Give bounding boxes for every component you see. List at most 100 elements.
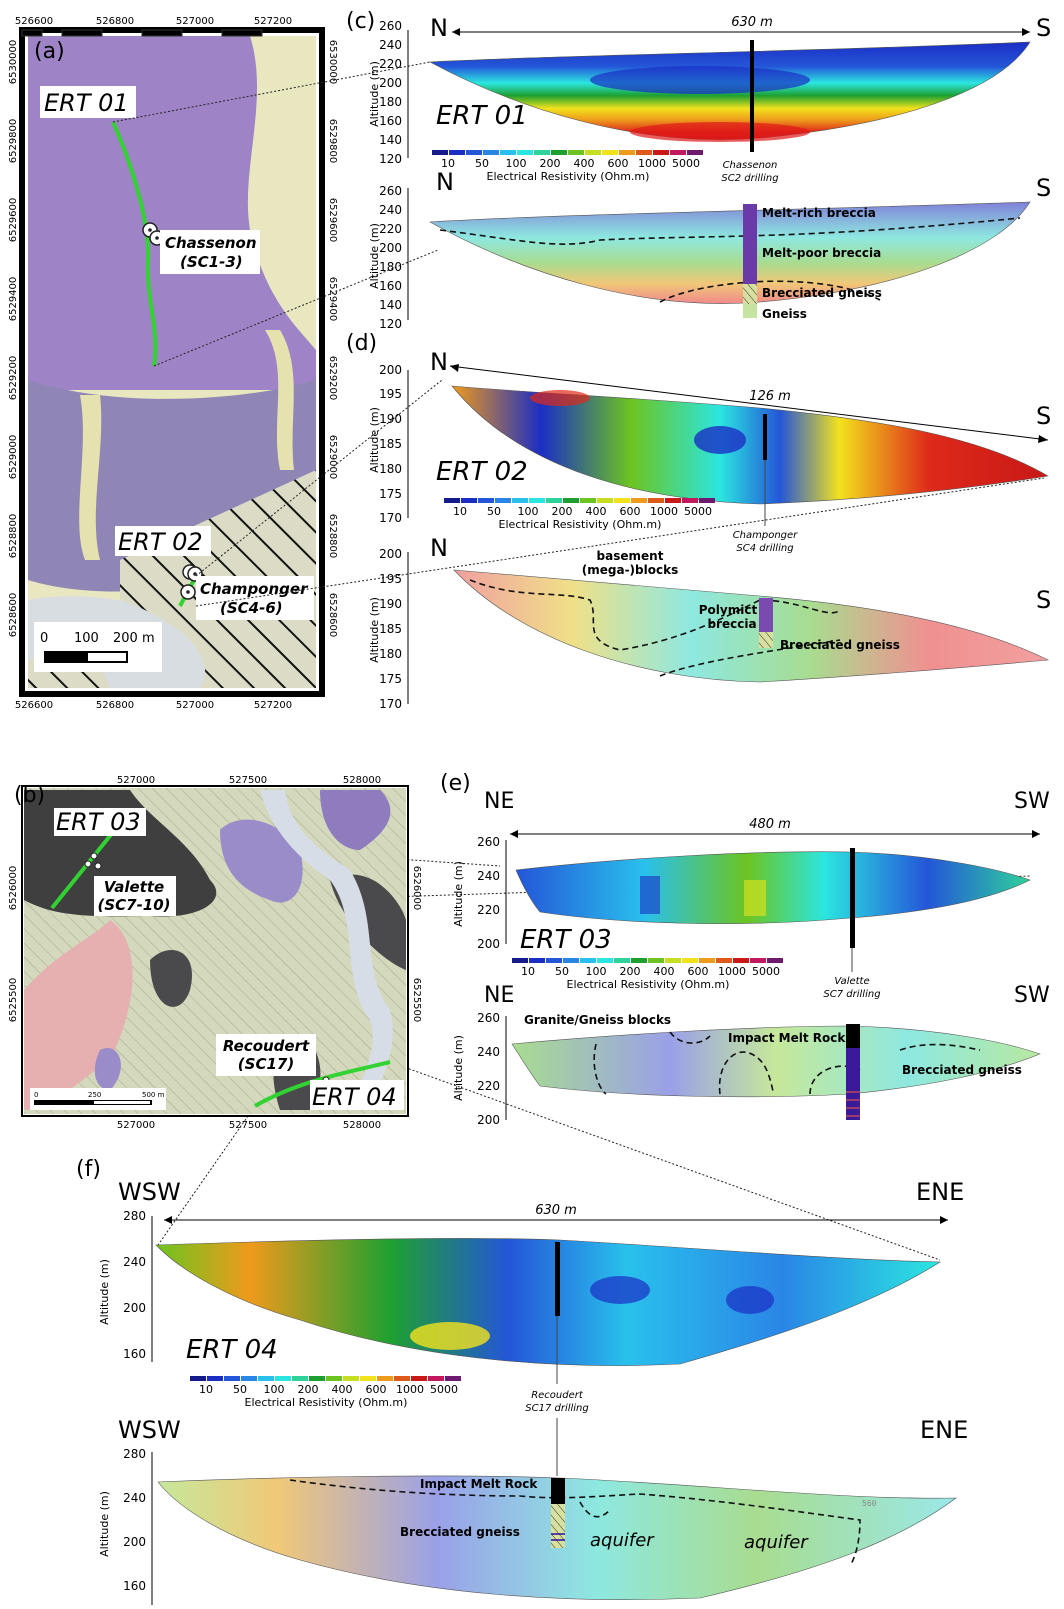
colorbar-swatch	[478, 498, 494, 503]
colorbar-tick: 400	[586, 505, 607, 518]
recoudert-code: (SC17)	[238, 1055, 294, 1073]
c-south: S	[1036, 14, 1051, 42]
c-ytick: 240	[379, 203, 402, 217]
colorbar-swatch	[241, 1376, 257, 1381]
ert04-profile-title: ERT 04	[186, 1335, 278, 1365]
colorbar-swatch	[648, 498, 664, 503]
ert02-interpreted-section	[453, 569, 1050, 683]
recoudert-label: Recoudert	[223, 1037, 310, 1055]
panel-d: (d) N S 126 m 200 195 190 185 180 175 17…	[346, 331, 1051, 711]
c-ytick: 160	[379, 114, 402, 128]
d-ytick: 200	[379, 363, 402, 377]
colorbar-swatch	[343, 1376, 359, 1381]
colorbar-tick: 50	[233, 1383, 247, 1396]
panel-b-map: (b) ERT 03 Valette (SC7-10) Recoudert (S…	[8, 775, 422, 1131]
d-ytick: 170	[379, 697, 402, 711]
c-north: N	[430, 14, 448, 42]
d-north: N	[430, 348, 448, 376]
colorbar-swatch	[631, 958, 647, 963]
e-drill-line2: SC7 drilling	[823, 989, 880, 1000]
colorbar-swatch	[428, 1376, 444, 1381]
d-ylabel-bottom: Altitude (m)	[368, 597, 381, 663]
colorbar-swatch	[614, 498, 630, 503]
e-sw: SW	[1014, 789, 1050, 814]
d-ytick: 185	[379, 622, 402, 636]
colorbar-swatch	[699, 958, 715, 963]
colorbar-swatch	[687, 150, 703, 155]
d-south-2: S	[1036, 586, 1051, 614]
b-right-tick: 6525500	[411, 978, 422, 1023]
colorbar-swatch	[512, 498, 528, 503]
d-blocks-line2: (mega-)blocks	[582, 563, 678, 577]
d-ytick: 190	[379, 597, 402, 611]
chassenon-code: (SC1-3)	[180, 253, 243, 271]
c-ytick: 200	[379, 241, 402, 255]
colorbar-swatch	[432, 150, 448, 155]
e-ne: NE	[484, 789, 514, 814]
colorbar-tick: 5000	[672, 157, 700, 170]
colorbar-swatch	[580, 958, 596, 963]
d-south: S	[1036, 402, 1051, 430]
colorbar-tick: 100	[518, 505, 539, 518]
e-melt: Impact Melt Rock	[728, 1031, 846, 1045]
colorbar-swatch	[444, 498, 460, 503]
panel-e: (e) NE SW 480 m 260 240 220 200 260 240 …	[440, 771, 1050, 1127]
colorbar-swatch	[394, 1376, 410, 1381]
f-gneiss: Brecciated gneiss	[400, 1525, 520, 1539]
b-top-tick: 527000	[117, 775, 155, 786]
f-ene: ENE	[916, 1178, 964, 1206]
a-left-tick: 6529400	[8, 277, 19, 322]
d-gneiss: Brecciated gneiss	[780, 638, 900, 652]
d-ytick: 180	[379, 462, 402, 476]
colorbar-swatch	[614, 958, 630, 963]
scale-a-200: 200 m	[113, 631, 155, 646]
c-drill-line1: Chassenon	[723, 160, 778, 171]
colorbar-swatch	[224, 1376, 240, 1381]
b-right-tick: 6526000	[411, 866, 422, 911]
b-bottom-tick: 527000	[117, 1120, 155, 1131]
colorbar-swatch	[258, 1376, 274, 1381]
colorbar-tick: 600	[688, 965, 709, 978]
colorbar-swatch	[699, 498, 715, 503]
f-ytick: 200	[123, 1301, 146, 1315]
a-right-tick: 6530000	[327, 40, 338, 85]
f-ytick: 160	[123, 1579, 146, 1593]
ert04-map-label: ERT 04	[312, 1083, 397, 1111]
ert02-resistivity-section	[451, 385, 1049, 505]
e-ytick: 200	[477, 937, 500, 951]
c-ytick: 260	[379, 19, 402, 33]
colorbar-swatch	[360, 1376, 376, 1381]
e-distance: 480 m	[749, 817, 791, 832]
f-ytick: 200	[123, 1535, 146, 1549]
e-ytick: 220	[477, 903, 500, 917]
a-bottom-tick: 527200	[254, 700, 292, 711]
colorbar-swatch	[326, 1376, 342, 1381]
e-ytick: 240	[477, 869, 500, 883]
a-left-tick: 6529200	[8, 356, 19, 401]
e-ylabel-top: Altitude (m)	[452, 861, 465, 927]
ert01-profile-title: ERT 01	[436, 101, 528, 131]
panel-b-label: (b)	[14, 783, 45, 808]
colorbar-tick: 100	[506, 157, 527, 170]
colorbar-swatch	[309, 1376, 325, 1381]
colorbar-swatch	[546, 958, 562, 963]
colorbar-swatch	[568, 150, 584, 155]
colorbar-tick: 200	[540, 157, 561, 170]
ert04-resistivity-section	[155, 1238, 942, 1366]
scale-a-0: 0	[40, 631, 48, 646]
colorbar-swatch	[602, 150, 618, 155]
f-ytick: 240	[123, 1255, 146, 1269]
colorbar-swatch	[585, 150, 601, 155]
colorbar-swatch	[292, 1376, 308, 1381]
f-stamp: 560	[862, 1499, 877, 1508]
f-ytick: 160	[123, 1347, 146, 1361]
a-top-tick: 527000	[176, 16, 214, 27]
colorbar-tick: 100	[586, 965, 607, 978]
f-ytick: 280	[123, 1447, 146, 1461]
colorbar-tick: 1000	[638, 157, 666, 170]
e-ylabel-bottom: Altitude (m)	[452, 1035, 465, 1101]
colorbar-swatch	[411, 1376, 427, 1381]
c-drill-line2: SC2 drilling	[721, 173, 778, 184]
d-ytick: 200	[379, 547, 402, 561]
a-right-tick: 6529600	[327, 198, 338, 243]
